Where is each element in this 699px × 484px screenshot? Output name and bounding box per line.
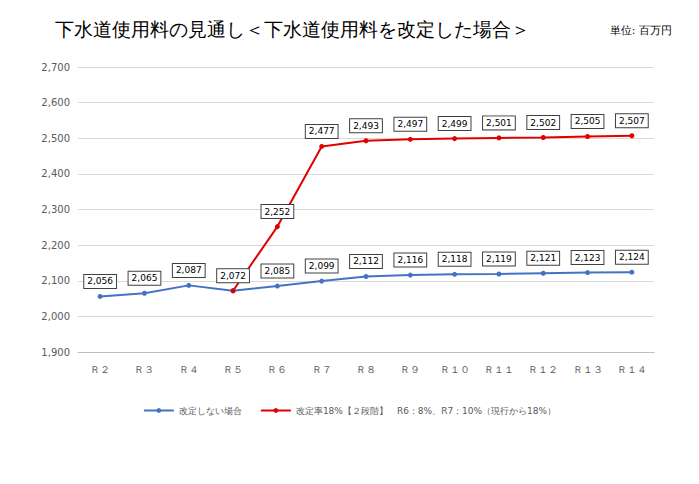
svg-text:1,900: 1,900 [41, 347, 70, 358]
svg-text:2,700: 2,700 [41, 62, 70, 73]
svg-text:2,124: 2,124 [619, 252, 645, 262]
svg-text:2,501: 2,501 [486, 118, 512, 128]
svg-text:2,123: 2,123 [575, 253, 601, 263]
svg-text:2,507: 2,507 [619, 116, 645, 126]
svg-text:Ｒ９: Ｒ９ [400, 364, 420, 375]
svg-text:2,116: 2,116 [397, 255, 423, 265]
svg-text:2,118: 2,118 [442, 254, 468, 264]
svg-text:2,600: 2,600 [41, 97, 70, 108]
svg-text:Ｒ１２: Ｒ１２ [528, 364, 558, 375]
svg-text:2,112: 2,112 [353, 256, 379, 266]
svg-text:2,065: 2,065 [132, 273, 158, 283]
svg-text:改定しない場合: 改定しない場合 [179, 406, 242, 416]
svg-text:2,500: 2,500 [41, 133, 70, 144]
svg-text:Ｒ４: Ｒ４ [179, 364, 199, 375]
svg-text:Ｒ１４: Ｒ１４ [617, 364, 647, 375]
svg-text:2,072: 2,072 [220, 271, 246, 281]
svg-text:2,056: 2,056 [87, 276, 113, 286]
svg-text:2,477: 2,477 [309, 126, 335, 136]
svg-text:Ｒ１０: Ｒ１０ [440, 364, 470, 375]
svg-text:改定率18%【２段階】 R6：8%、R7：10%（現行から1: 改定率18%【２段階】 R6：8%、R7：10%（現行から18%） [296, 406, 556, 416]
svg-text:Ｒ１１: Ｒ１１ [484, 364, 514, 375]
svg-text:2,100: 2,100 [41, 275, 70, 286]
svg-text:Ｒ６: Ｒ６ [267, 364, 287, 375]
svg-text:単位: 百万円: 単位: 百万円 [610, 24, 672, 37]
svg-text:2,087: 2,087 [176, 265, 202, 275]
svg-text:2,099: 2,099 [309, 261, 335, 271]
svg-text:2,502: 2,502 [530, 118, 556, 128]
svg-text:Ｒ８: Ｒ８ [356, 364, 376, 375]
svg-text:2,119: 2,119 [486, 254, 512, 264]
svg-text:2,121: 2,121 [530, 253, 556, 263]
svg-text:Ｒ１３: Ｒ１３ [573, 364, 603, 375]
svg-text:2,000: 2,000 [41, 311, 70, 322]
svg-text:2,497: 2,497 [397, 119, 423, 129]
svg-text:Ｒ５: Ｒ５ [223, 364, 243, 375]
svg-text:2,200: 2,200 [41, 240, 70, 251]
svg-text:下水道使用料の見通し＜下水道使用料を改定した場合＞: 下水道使用料の見通し＜下水道使用料を改定した場合＞ [55, 18, 530, 40]
svg-text:2,400: 2,400 [41, 168, 70, 179]
svg-text:2,252: 2,252 [265, 207, 291, 217]
svg-text:2,300: 2,300 [41, 204, 70, 215]
svg-text:Ｒ３: Ｒ３ [134, 364, 154, 375]
svg-text:2,493: 2,493 [353, 121, 379, 131]
svg-text:Ｒ２: Ｒ２ [90, 364, 110, 375]
svg-text:2,499: 2,499 [442, 119, 468, 129]
svg-text:2,505: 2,505 [575, 116, 601, 126]
svg-text:2,085: 2,085 [265, 266, 291, 276]
svg-text:Ｒ７: Ｒ７ [312, 364, 332, 375]
